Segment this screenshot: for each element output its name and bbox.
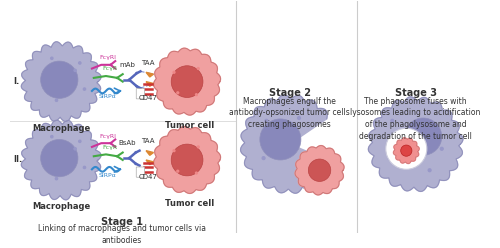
Circle shape: [391, 119, 394, 122]
Polygon shape: [146, 151, 154, 155]
Polygon shape: [154, 48, 220, 115]
Text: CD47: CD47: [138, 95, 158, 101]
Circle shape: [298, 117, 300, 119]
Circle shape: [198, 146, 199, 148]
Circle shape: [78, 62, 81, 64]
Circle shape: [404, 118, 442, 155]
Circle shape: [78, 140, 81, 142]
Text: FcγR: FcγR: [102, 66, 118, 71]
Polygon shape: [295, 146, 344, 195]
Circle shape: [74, 69, 76, 71]
Circle shape: [196, 172, 198, 174]
Polygon shape: [146, 72, 154, 77]
Text: Stage 3: Stage 3: [394, 88, 436, 98]
Text: TAA: TAA: [141, 60, 154, 66]
Circle shape: [196, 94, 198, 96]
Text: TAA: TAA: [141, 138, 154, 144]
Polygon shape: [22, 42, 101, 122]
Text: CD47: CD47: [138, 174, 158, 180]
Circle shape: [260, 119, 301, 160]
Circle shape: [84, 88, 86, 90]
Circle shape: [50, 136, 53, 138]
Circle shape: [198, 68, 199, 69]
Circle shape: [440, 147, 443, 150]
Circle shape: [50, 57, 53, 60]
Text: Stage 1: Stage 1: [101, 217, 143, 227]
Polygon shape: [146, 82, 154, 86]
Text: I.: I.: [14, 77, 20, 86]
Text: Tumor cell: Tumor cell: [166, 199, 214, 208]
Circle shape: [56, 178, 58, 180]
Circle shape: [171, 144, 203, 176]
Text: SIRPα: SIRPα: [98, 94, 116, 99]
Text: The phagosome fuses with
lysosomes leading to acidification
of the phagolysosome: The phagosome fuses with lysosomes leadi…: [350, 96, 481, 141]
Text: BsAb: BsAb: [118, 140, 136, 146]
Circle shape: [40, 61, 78, 98]
Polygon shape: [154, 126, 220, 193]
Text: FcγR: FcγR: [102, 145, 118, 150]
FancyBboxPatch shape: [136, 89, 144, 99]
Circle shape: [177, 92, 178, 94]
Polygon shape: [368, 97, 463, 191]
Circle shape: [74, 148, 76, 150]
Circle shape: [308, 159, 330, 182]
Text: FcγRI: FcγRI: [100, 55, 116, 60]
Circle shape: [386, 128, 427, 169]
Polygon shape: [146, 160, 154, 165]
Polygon shape: [22, 120, 101, 200]
Polygon shape: [240, 95, 334, 193]
Text: Macrophages engulf the
antibody-opsonized tumor cells
creating phagosomes: Macrophages engulf the antibody-opsonize…: [230, 96, 350, 129]
Circle shape: [302, 166, 305, 169]
Circle shape: [388, 157, 391, 159]
Circle shape: [428, 169, 431, 172]
Circle shape: [173, 150, 175, 152]
FancyBboxPatch shape: [136, 167, 144, 177]
Circle shape: [262, 157, 265, 159]
Text: FcγRI: FcγRI: [100, 134, 116, 139]
Text: Macrophage: Macrophage: [32, 202, 90, 211]
Text: Tumor cell: Tumor cell: [166, 121, 214, 130]
Circle shape: [84, 166, 86, 169]
Circle shape: [171, 66, 203, 97]
Text: Stage 2: Stage 2: [268, 88, 310, 98]
Circle shape: [40, 139, 78, 177]
Circle shape: [265, 119, 268, 122]
Text: Macrophage: Macrophage: [32, 124, 90, 133]
Circle shape: [177, 170, 178, 172]
Text: mAb: mAb: [120, 62, 136, 68]
Circle shape: [173, 71, 175, 73]
Circle shape: [56, 99, 58, 101]
Text: Linking of macrophages and tumor cells via
antibodies: Linking of macrophages and tumor cells v…: [38, 224, 206, 245]
Text: II.: II.: [14, 155, 23, 164]
Polygon shape: [394, 138, 419, 163]
Text: SIRPα: SIRPα: [98, 173, 116, 178]
Circle shape: [400, 145, 412, 156]
